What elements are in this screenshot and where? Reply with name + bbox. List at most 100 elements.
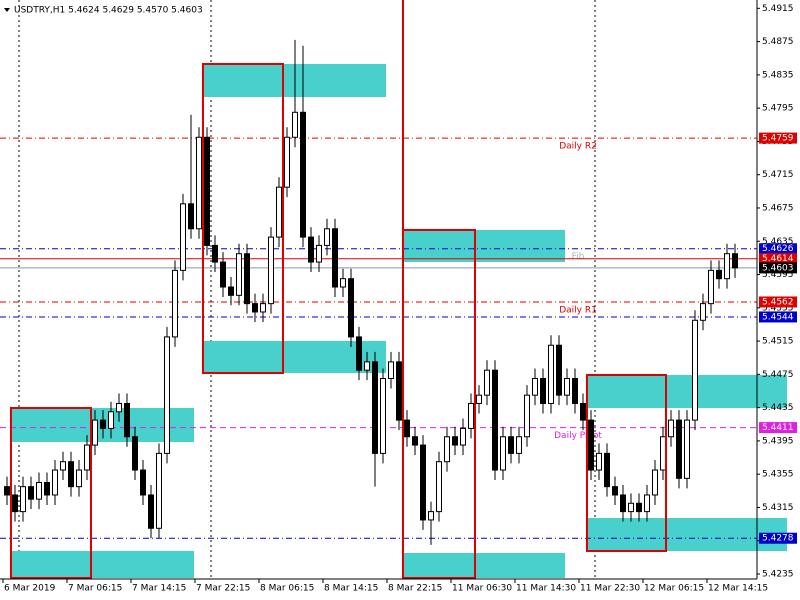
candle-body (428, 511, 434, 521)
candle-body (148, 494, 154, 529)
y-tick-label: 5.4835 (762, 70, 794, 80)
candle-body (164, 336, 170, 454)
candle-body (652, 469, 658, 496)
y-tick-label: 5.4635 (762, 237, 794, 247)
candle-body (44, 482, 50, 496)
candle-body (308, 236, 314, 263)
candle-body (316, 244, 322, 263)
candle-body (228, 286, 234, 296)
x-tick-label: 12 Mar 06:15 (644, 584, 704, 594)
y-tick-label: 5.4515 (762, 337, 794, 347)
x-tick-label: 7 Mar 06:15 (68, 584, 122, 594)
candle-body (444, 436, 450, 463)
candle-body (364, 361, 370, 371)
candle-body (716, 269, 722, 280)
candle-body (420, 444, 426, 521)
x-tick-label: 8 Mar 06:15 (260, 584, 314, 594)
candle-body (188, 203, 194, 230)
candle-body (732, 253, 738, 269)
levels: Daily R2 Fib Daily R1 Daily Pivot (0, 137, 757, 539)
zone (403, 230, 565, 262)
candle-body (508, 436, 514, 454)
level-price-tag (759, 311, 797, 323)
candle-body (244, 253, 250, 305)
box (10, 407, 92, 579)
x-tick-label: 7 Mar 14:15 (132, 584, 186, 594)
level-price-tag (759, 296, 797, 308)
y-tick-label: 5.4435 (762, 403, 794, 413)
candle-body (660, 436, 666, 471)
candle-body (404, 419, 410, 438)
level-name: Daily R1 (559, 305, 597, 315)
candle-body (572, 378, 578, 404)
candle-body (300, 111, 306, 238)
candle-body (268, 236, 274, 305)
candle-body (628, 502, 634, 513)
candle-body (204, 136, 210, 246)
candle-body (524, 394, 530, 438)
y-tick-label: 5.4715 (762, 170, 794, 180)
candle-body (140, 469, 146, 496)
y-tick-label: 5.4595 (762, 270, 794, 280)
level-price: 5.4759 (762, 134, 794, 144)
candle-body (676, 419, 682, 479)
y-tick-label: 5.4675 (762, 203, 794, 213)
candle-body (492, 369, 498, 471)
candle-body (276, 186, 282, 238)
y-tick-label: 5.4315 (762, 503, 794, 513)
zone (403, 553, 565, 578)
level-price: 5.4544 (762, 312, 794, 322)
candle-body (84, 444, 90, 471)
candle-body (348, 278, 354, 338)
level-price-tag (759, 532, 797, 544)
candle-body (596, 452, 602, 471)
candle-body (292, 111, 298, 138)
candle-body (68, 461, 74, 488)
level-price: 5.4614 (762, 254, 794, 264)
level-price: 5.4626 (762, 244, 794, 254)
y-tick-label: 5.4475 (762, 370, 794, 380)
candle-body (724, 253, 730, 280)
y-tick-label: 5.4915 (762, 4, 794, 14)
x-tick-label: 7 Mar 22:15 (196, 584, 250, 594)
candle-body (340, 278, 346, 288)
candle-body (684, 419, 690, 479)
y-tick-label: 5.4355 (762, 470, 794, 480)
candle-body (636, 502, 642, 513)
axes: 5.49155.48755.48355.47955.47555.47155.46… (2, 4, 797, 594)
candle-body (588, 419, 594, 471)
level-price: 5.4411 (762, 423, 794, 433)
x-tick-label: 11 Mar 14:30 (516, 584, 576, 594)
zone (587, 518, 787, 551)
x-tick-label: 8 Mar 14:15 (324, 584, 378, 594)
candle-body (468, 402, 474, 429)
candle-body (252, 303, 258, 313)
y-tick-label: 5.4795 (762, 104, 794, 114)
candle-body (236, 253, 242, 296)
candle-body (260, 303, 266, 313)
x-tick-label: 12 Mar 14:15 (708, 584, 768, 594)
level-name: Daily R2 (559, 142, 597, 152)
box (586, 374, 667, 552)
candle-body (580, 402, 586, 421)
candle-body (396, 361, 402, 421)
menu-arrow[interactable] (4, 8, 10, 12)
candle-body (4, 486, 10, 496)
candle-body (212, 244, 218, 263)
y-tick-label: 5.4875 (762, 37, 794, 47)
candle-body (12, 494, 18, 513)
candle-body (284, 136, 290, 188)
candle-body (172, 269, 178, 338)
candle-body (644, 494, 650, 513)
level-name: Fib (572, 252, 585, 262)
candle-body (332, 228, 338, 288)
box (202, 63, 284, 374)
candle-body (156, 452, 162, 529)
level-name: Daily Pivot (554, 431, 602, 441)
level-price-tag (759, 132, 797, 144)
candle-body (540, 378, 546, 404)
y-tick-label: 5.4555 (762, 303, 794, 313)
level-price-tag (759, 253, 797, 265)
